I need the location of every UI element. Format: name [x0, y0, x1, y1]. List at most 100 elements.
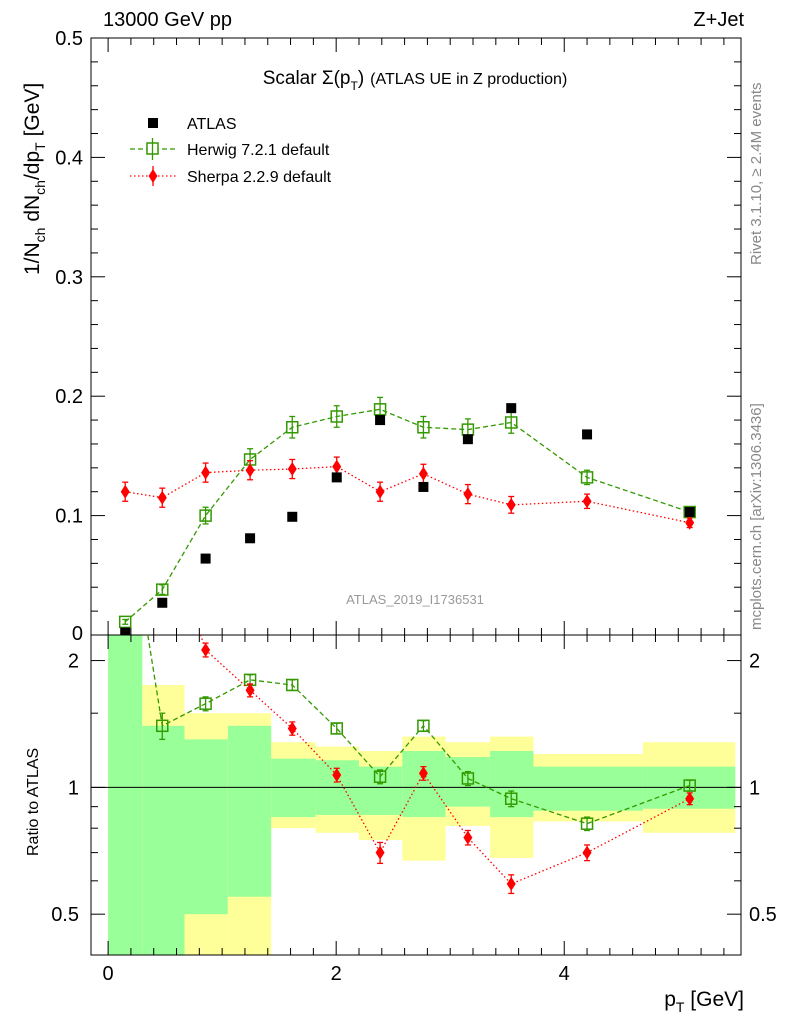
atlas-point	[331, 472, 342, 483]
ratio-tick-label-right: 0.5	[749, 904, 777, 926]
green-band	[402, 750, 446, 818]
sherpa-ratio-point	[685, 791, 695, 806]
ylabel-part-3: ch	[32, 180, 48, 195]
side-info-bottom: mcplots.cern.ch [arXiv:1306.3436]	[748, 403, 765, 630]
sherpa-point	[506, 497, 516, 512]
legend-label-sherpa: Sherpa 2.2.9 default	[187, 169, 332, 186]
herwig-ratio-point	[504, 792, 518, 805]
herwig-point	[417, 420, 430, 434]
header-left: 13000 GeV pp	[103, 9, 232, 31]
title-main: Scalar Σ(p	[263, 68, 351, 89]
green-band	[142, 725, 185, 955]
herwig-ratio-point	[156, 719, 169, 733]
ylabel-part-0: 1/N	[21, 242, 44, 275]
herwig-ratio-point	[199, 697, 212, 710]
herwig-point	[156, 583, 169, 596]
data-marks	[118, 396, 696, 895]
sherpa-ratio-point	[332, 767, 342, 782]
y-tick-label: 0.2	[55, 386, 83, 408]
y-tick-label: 0.4	[55, 147, 83, 169]
atlas-point	[582, 429, 593, 440]
ratio-tick-label-right: 2	[749, 651, 760, 673]
xlabel-rest: [GeV]	[684, 988, 744, 1011]
sherpa-ratio-point	[201, 642, 211, 657]
herwig-ratio-point	[286, 678, 299, 692]
analysis-reference: ATLAS_2019_I1736531	[346, 592, 484, 607]
x-tick-label: 0	[103, 963, 114, 985]
atlas-point	[462, 434, 473, 445]
sherpa-point	[201, 465, 211, 480]
herwig-ratio-point	[683, 779, 696, 792]
green-band	[533, 766, 643, 811]
title-sub: T	[351, 79, 359, 93]
sherpa-point	[582, 494, 592, 509]
plot-title: Scalar Σ(pT) (ATLAS UE in Z production)	[263, 68, 568, 93]
green-band	[184, 739, 228, 915]
sherpa-ratio-point	[463, 830, 473, 845]
green-band	[271, 758, 316, 818]
ratio-axis-label: Ratio to ATLAS	[25, 748, 42, 856]
herwig-point	[373, 403, 387, 416]
atlas-point	[120, 627, 131, 635]
sherpa-point	[157, 490, 167, 505]
ylabel-part-2: dN	[21, 195, 44, 228]
sherpa-point	[685, 515, 695, 530]
sherpa-ratio-point	[375, 845, 385, 860]
herwig-point	[330, 410, 343, 423]
herwig-ratio-line	[147, 635, 690, 825]
x-tick-label: 4	[559, 963, 570, 985]
herwig-point	[504, 416, 518, 429]
herwig-ratio-point	[330, 722, 343, 735]
sherpa-point	[332, 459, 342, 474]
ylabel-part-5: T	[32, 142, 48, 151]
axes-frames	[90, 37, 742, 956]
y-tick-label: 0.3	[55, 267, 83, 289]
herwig-ratio-point	[580, 817, 594, 830]
x-tick-label: 2	[331, 963, 342, 985]
sherpa-line	[125, 465, 690, 524]
xlabel-sub: T	[676, 999, 685, 1015]
sherpa-ratio-point	[506, 876, 516, 891]
y-tick-label: 0.5	[55, 28, 83, 50]
ratio-tick-label-right: 1	[749, 777, 760, 799]
title-rest: (ATLAS UE in Z production)	[370, 71, 567, 88]
ratio-tick-label-left: 0.5	[51, 904, 79, 926]
ylabel-part-4: /dp	[21, 151, 44, 180]
herwig-ratio-point	[461, 772, 475, 785]
sherpa-point	[375, 484, 385, 499]
sherpa-ratio-point	[582, 845, 592, 860]
sherpa-point	[287, 462, 297, 477]
sherpa-ratio-point	[287, 721, 297, 736]
ratio-marks	[147, 514, 696, 895]
atlas-point	[684, 507, 695, 518]
sherpa-point	[245, 463, 255, 478]
main-marks	[118, 396, 696, 635]
ylabel-part-6: [GeV]	[21, 83, 44, 143]
herwig-ratio-point	[373, 770, 387, 783]
atlas-point	[245, 533, 256, 544]
header-right: Z+Jet	[693, 9, 744, 31]
herwig-point	[118, 615, 132, 629]
bands-group	[91, 635, 741, 955]
sherpa-ratio-point	[418, 766, 428, 781]
sherpa-ratio-point	[245, 683, 255, 698]
ratio-frame	[90, 634, 742, 956]
herwig-point	[580, 471, 594, 484]
legend-label-herwig: Herwig 7.2.1 default	[187, 142, 330, 159]
sherpa-point	[120, 484, 130, 499]
axis-tick-labels: 0 2 4 0.1 0.2 0.3 0.4 0.5 0 0.5 0.5 1 1 2 2	[51, 28, 777, 985]
ylabel-part-1: ch	[32, 228, 48, 243]
y-tick-label: 0.1	[55, 506, 83, 528]
green-band	[227, 725, 272, 897]
y-tick-label-zero: 0	[72, 623, 83, 645]
ratio-tick-label-left: 1	[68, 777, 79, 799]
atlas-point	[287, 511, 298, 522]
green-band	[108, 635, 143, 955]
sherpa-point	[418, 466, 428, 481]
atlas-point	[200, 553, 211, 564]
y-axis-label: 1/Nch dNch/dpT [GeV]	[21, 83, 48, 275]
sherpa-ratio-point	[158, 514, 167, 528]
xlabel-main: p	[664, 988, 676, 1011]
title-close: )	[358, 68, 364, 89]
